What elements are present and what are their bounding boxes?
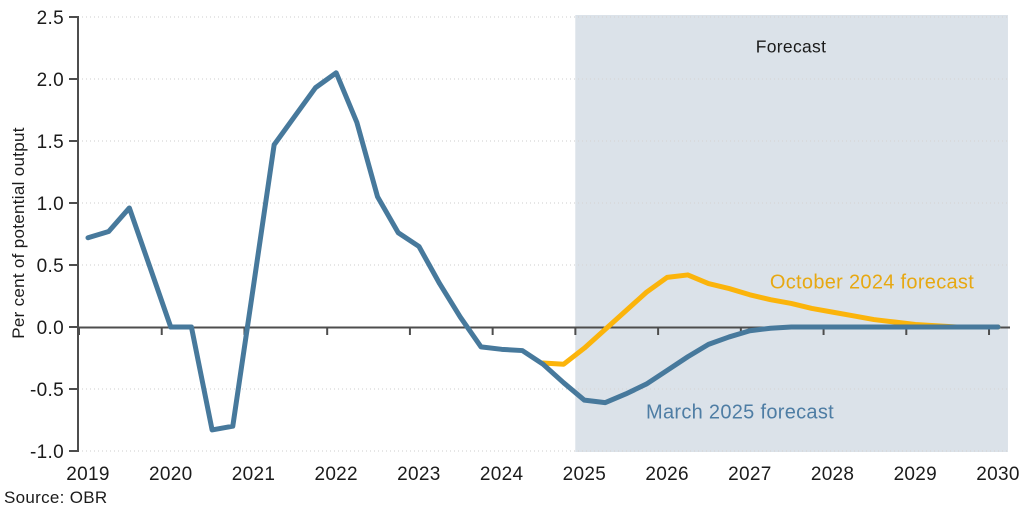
x-tick-label: 2026 [645,464,688,485]
x-tick-label: 2028 [811,464,854,485]
source-note: Source: OBR [4,488,108,507]
y-tick-label: 2.5 [37,8,64,29]
x-tick-label: 2030 [976,464,1019,485]
x-tick-label: 2019 [66,464,109,485]
october-2024-forecast-label: October 2024 forecast [769,271,975,294]
x-tick-label: 2029 [894,464,937,485]
march-2025-forecast-label: March 2025 forecast [645,401,835,424]
x-tick-label: 2022 [314,464,357,485]
forecast-region [575,15,1008,452]
y-axis-title: Per cent of potential output [9,127,28,339]
x-tick-label: 2020 [149,464,192,485]
x-tick-label: 2024 [480,464,524,485]
y-tick-label: 1.0 [37,194,64,215]
y-tick-label: 0.5 [37,256,64,277]
series-line-march-2025-forecast [85,70,1001,433]
y-tick-label: -1.0 [30,442,64,463]
forecast-region-label: Forecast [755,36,827,57]
x-tick-label: 2025 [563,464,606,485]
y-tick-label: 2.0 [37,70,64,91]
x-tick-label: 2027 [728,464,771,485]
y-tick-label: -0.5 [30,380,64,401]
x-tick-label: 2021 [232,464,275,485]
x-tick-label: 2023 [397,464,440,485]
y-tick-label: 0.0 [37,318,64,339]
y-tick-label: 1.5 [37,132,64,153]
